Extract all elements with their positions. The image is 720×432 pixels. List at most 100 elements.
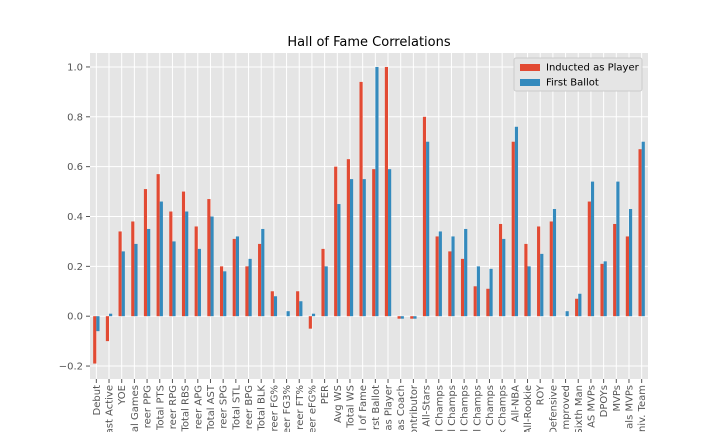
bar: [159, 201, 163, 317]
bar: [372, 169, 376, 317]
bar: [210, 216, 214, 317]
bar: [207, 199, 211, 317]
bar: [565, 311, 569, 317]
bar: [552, 209, 557, 317]
bar: [476, 266, 480, 317]
bar: [121, 251, 125, 317]
bar: [498, 223, 503, 317]
bar: [270, 291, 274, 317]
bar: [641, 141, 645, 317]
bar: [375, 66, 379, 317]
bar: [587, 201, 591, 317]
x-tick-label: reer APG: [193, 385, 204, 429]
bar: [181, 191, 186, 317]
bar: [625, 236, 629, 317]
bar: [105, 316, 110, 342]
x-tick-label: All-Rookie: [523, 385, 534, 432]
x-tick-label: MVPs: [612, 385, 623, 412]
y-tick-label: 0.8: [67, 112, 83, 123]
bar: [223, 271, 227, 317]
x-tick-label: reer FG%: [269, 385, 280, 432]
x-tick-label: ontributor: [409, 384, 420, 432]
bar: [296, 291, 300, 317]
bar: [388, 169, 392, 317]
bar: [438, 231, 442, 317]
x-tick-label: All-NBA: [510, 385, 521, 422]
bar: [524, 243, 528, 317]
bar: [321, 248, 325, 317]
legend-swatch: [520, 79, 540, 86]
chart-title: Hall of Fame Correlations: [287, 35, 450, 50]
bar: [603, 261, 607, 317]
bar: [219, 266, 224, 317]
x-tick-label: All-Stars: [422, 385, 433, 427]
bar: [540, 253, 544, 317]
x-tick-label: Total BLK: [257, 385, 268, 432]
bar: [613, 223, 617, 317]
x-tick-label: l Champs: [460, 385, 471, 432]
bar: [147, 228, 151, 317]
legend-label: First Ballot: [546, 78, 599, 89]
x-tick-label: reer eFG%: [307, 385, 318, 432]
x-tick-label: l Champs: [434, 385, 445, 432]
bar: [486, 288, 490, 317]
bar: [575, 298, 579, 317]
bar: [258, 243, 262, 317]
bar: [232, 238, 236, 317]
x-tick-label: YOE: [117, 385, 128, 406]
bar: [346, 159, 350, 317]
x-tick-label: as Player: [384, 384, 395, 431]
x-tick-label: reer BPG: [244, 385, 255, 429]
bar: [410, 316, 414, 319]
x-tick-label: reer SPG: [219, 385, 230, 429]
bar: [197, 248, 201, 317]
legend-swatch: [520, 64, 540, 71]
y-tick-label: 0.2: [67, 262, 83, 273]
x-tick-label: niv. Team: [637, 385, 648, 432]
bar: [578, 293, 582, 317]
bar: [143, 189, 148, 317]
x-tick-label: Avg WS: [333, 385, 344, 423]
bar: [451, 236, 455, 317]
bar: [134, 243, 138, 317]
bar: [248, 258, 252, 317]
bar: [185, 211, 189, 317]
bar: [324, 266, 328, 317]
x-tick-label: reer FT%: [295, 385, 306, 430]
x-tick-label: l of Fame: [358, 385, 369, 431]
x-tick-label: Defensive: [548, 385, 559, 432]
bar: [235, 236, 240, 317]
x-tick-label: DPOYs: [599, 385, 610, 417]
bar: [590, 181, 595, 317]
x-tick-label: Total STL: [231, 385, 242, 431]
bar: [397, 316, 401, 319]
bar: [628, 209, 633, 317]
x-tick-label: Total AST: [206, 384, 217, 432]
bar: [638, 149, 642, 317]
bar: [400, 316, 404, 319]
x-tick-label: as Coach: [396, 385, 407, 431]
bar: [489, 268, 493, 317]
x-tick-label: reer FG3%: [282, 385, 293, 432]
bar: [464, 228, 468, 317]
x-tick-label: reer RPG: [168, 385, 179, 429]
bar: [273, 296, 278, 317]
bar: [118, 231, 122, 317]
x-tick-label: rst Ballot: [371, 385, 382, 430]
bar: [286, 311, 290, 317]
bar: [600, 263, 604, 317]
x-tick-label: l Champs: [447, 385, 458, 432]
bar: [514, 126, 519, 317]
bar: [337, 204, 341, 317]
bar: [261, 228, 265, 317]
x-tick-label: ROY: [536, 384, 547, 405]
bar: [359, 81, 363, 317]
x-tick-label: Sixth Man: [574, 385, 585, 432]
bar: [473, 286, 477, 317]
legend-box: [513, 57, 643, 92]
bar: [172, 241, 176, 317]
x-tick-label: PER: [320, 385, 331, 404]
x-tick-label: Debut: [92, 385, 103, 416]
bar: [194, 226, 198, 317]
bar: [299, 301, 303, 317]
